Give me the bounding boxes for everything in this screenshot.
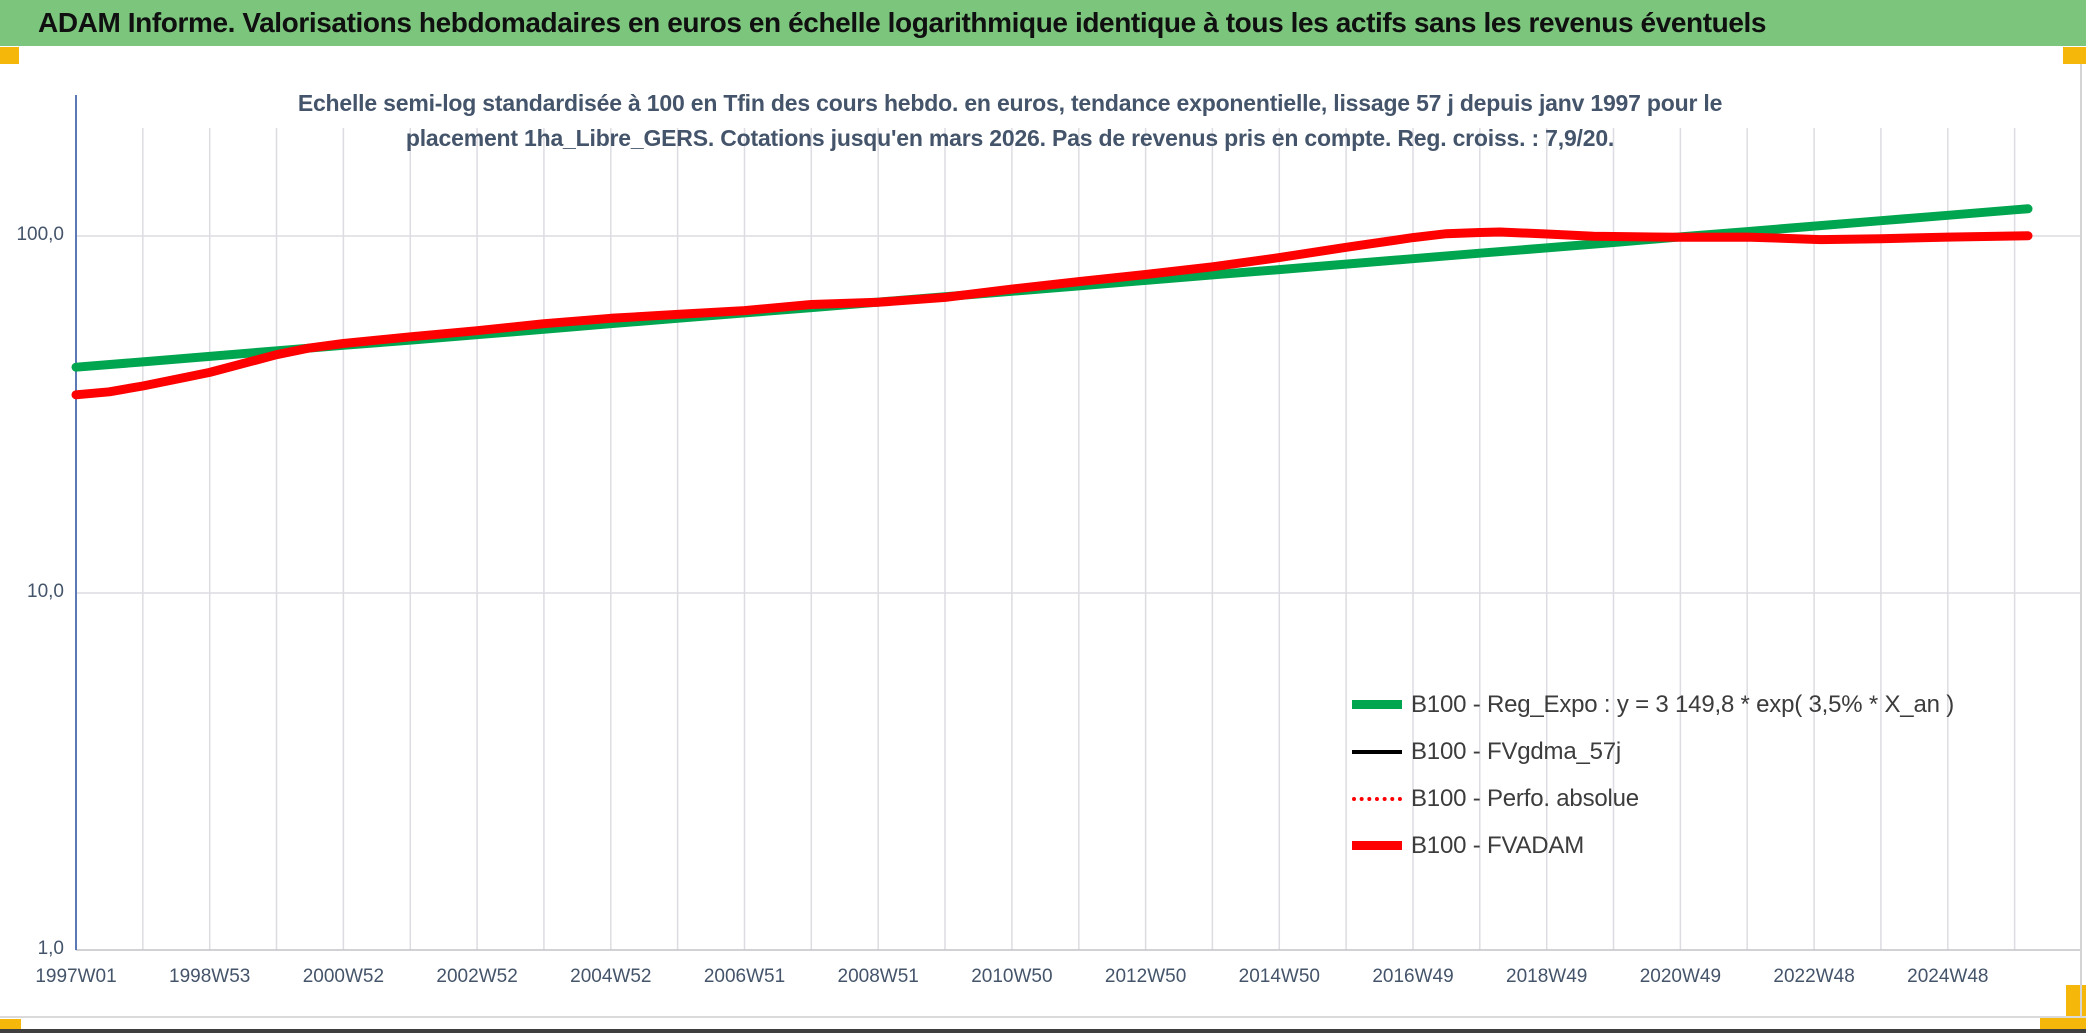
x-axis-tick-label: 2024W48 <box>1907 966 1989 987</box>
chart-title-line1: Echelle semi-log standardisée à 100 en T… <box>297 90 1723 116</box>
chart-title-line2: placement 1ha_Libre_GERS. Cotations jusq… <box>405 125 1615 151</box>
series-line-b100-fvadam <box>71 227 2033 400</box>
legend-item: B100 - FVADAM <box>1352 822 1954 869</box>
gold-corner-marker-top-right <box>2063 47 2086 64</box>
legend-line-sample <box>1352 796 1402 801</box>
gold-corner-marker-top-left <box>0 47 19 64</box>
x-axis-tick-label: 2016W49 <box>1372 966 1454 987</box>
chart-legend: B100 - Reg_Expo : y = 3 149,8 * exp( 3,5… <box>1352 681 1954 869</box>
legend-item: B100 - FVgdma_57j <box>1352 728 1954 775</box>
legend-item: B100 - Reg_Expo : y = 3 149,8 * exp( 3,5… <box>1352 681 1954 728</box>
y-axis-tick-label: 1,0 <box>37 938 64 959</box>
legend-line-sample <box>1352 700 1402 709</box>
x-axis-tick-label: 2002W52 <box>436 966 518 987</box>
legend-label: B100 - Perfo. absolue <box>1411 784 1639 812</box>
y-axis-tick-label: 100,0 <box>16 224 64 245</box>
x-axis-tick-label: 2018W49 <box>1506 966 1588 987</box>
legend-line-sample <box>1352 749 1402 754</box>
x-axis-tick-label: 1998W53 <box>169 966 251 987</box>
legend-label: B100 - FVADAM <box>1411 831 1585 859</box>
series-line-b100-fvgdma-57j <box>74 230 2030 397</box>
y-axis-tick-label: 10,0 <box>27 581 64 602</box>
x-axis-tick-label: 2010W50 <box>971 966 1053 987</box>
x-axis-tick-label: 2012W50 <box>1104 966 1187 987</box>
x-axis-tick-label: 2020W49 <box>1639 966 1722 987</box>
x-axis-labels: 1997W01 1998W53 2000W52 2002W52 2004W52 2006W… <box>0 966 2086 994</box>
x-axis-tick-label: 2022W48 <box>1773 966 1855 987</box>
report-header-bar: ADAM Informe. Valorisations hebdomadaire… <box>0 0 2086 46</box>
series-line-b100-perfo-absolue <box>75 231 2029 396</box>
x-axis-tick-label: 2000W52 <box>302 966 385 987</box>
x-axis-tick-label: 2004W52 <box>570 966 652 987</box>
x-axis-tick-label: 2008W51 <box>837 966 919 987</box>
window-bottom-edge <box>0 1029 2086 1033</box>
legend-item: B100 - Perfo. absolue <box>1352 775 1954 822</box>
y-axis-labels: 100,0 10,0 1,0 <box>0 0 64 1000</box>
chart-title: Echelle semi-log standardisée à 100 en T… <box>160 86 1860 156</box>
legend-label: B100 - FVgdma_57j <box>1411 737 1622 765</box>
legend-label: B100 - Reg_Expo : y = 3 149,8 * exp( 3,5… <box>1411 690 1955 718</box>
x-axis-tick-label: 2006W51 <box>703 966 786 987</box>
x-axis-tick-label: 1997W01 <box>35 966 117 987</box>
legend-line-sample <box>1352 841 1402 850</box>
chart-frame-bottom-border <box>0 1016 2086 1018</box>
chart-frame-right-border <box>2080 64 2082 1017</box>
x-axis-tick-label: 2014W50 <box>1238 966 1320 987</box>
report-header-title: ADAM Informe. Valorisations hebdomadaire… <box>38 7 1767 38</box>
